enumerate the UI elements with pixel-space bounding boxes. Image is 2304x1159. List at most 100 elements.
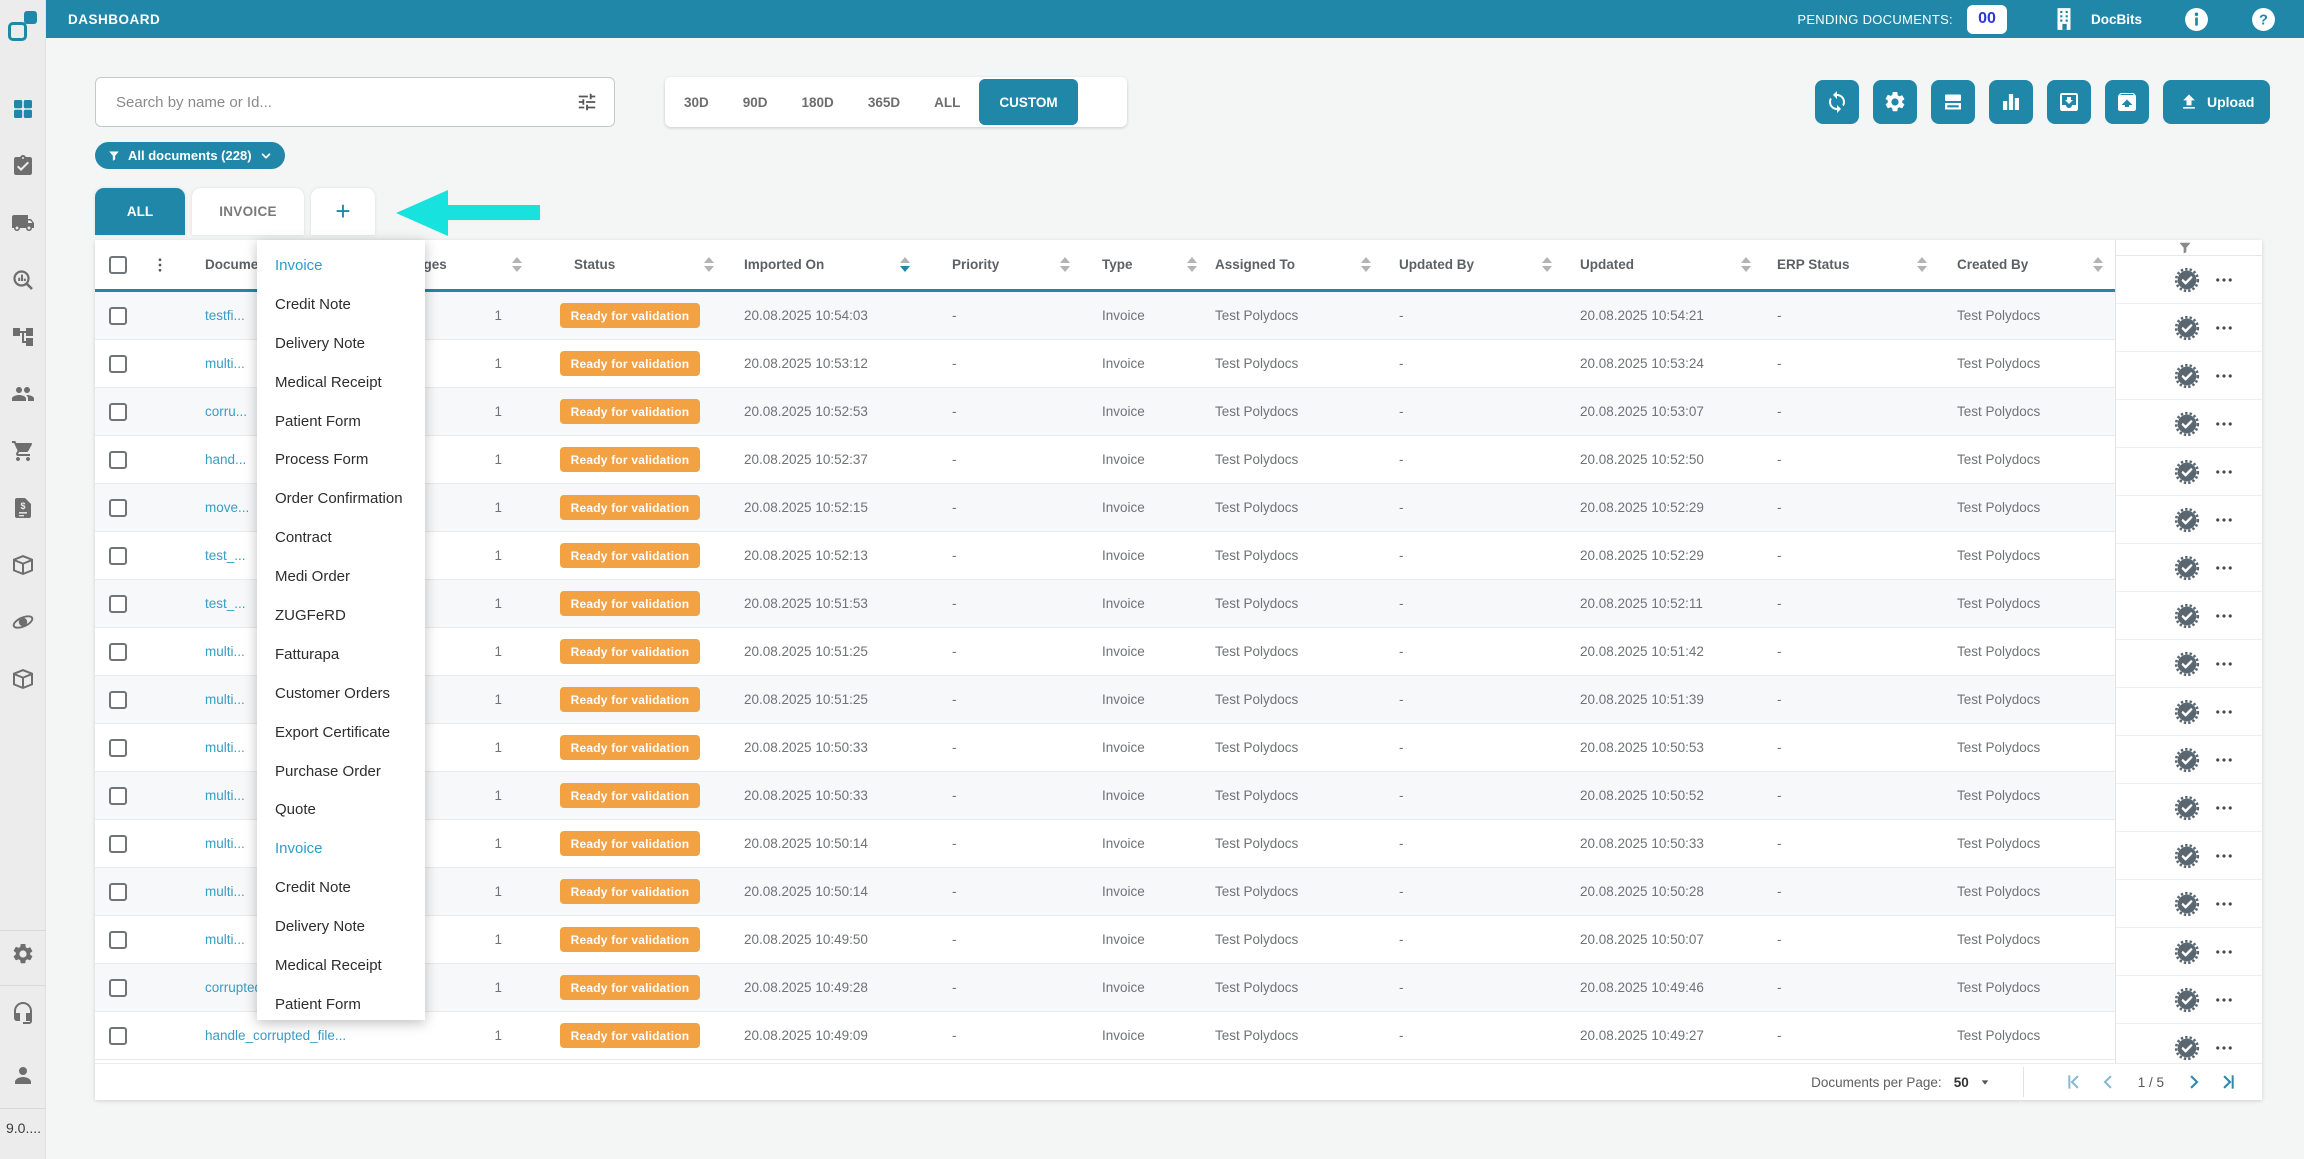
ellipsis-h-icon[interactable] bbox=[2214, 318, 2234, 338]
toolbar-action-button[interactable] bbox=[1815, 80, 1859, 124]
info-icon[interactable] bbox=[2184, 7, 2209, 32]
row-checkbox[interactable] bbox=[109, 738, 127, 757]
sidebar-item[interactable] bbox=[11, 365, 35, 422]
date-filter-button[interactable]: 365D bbox=[851, 77, 917, 127]
document-link[interactable]: hand... bbox=[205, 452, 247, 467]
ellipsis-h-icon[interactable] bbox=[2214, 702, 2234, 722]
badge-check-icon[interactable] bbox=[2174, 411, 2200, 437]
per-page-select[interactable]: 50 bbox=[1953, 1074, 1969, 1090]
funnel-icon[interactable] bbox=[2178, 241, 2192, 255]
menu-item[interactable]: Process Form bbox=[275, 451, 369, 469]
sidebar-item[interactable] bbox=[11, 308, 35, 365]
badge-check-icon[interactable] bbox=[2174, 363, 2200, 389]
menu-item[interactable]: Invoice bbox=[275, 840, 323, 858]
documents-filter-pill[interactable]: All documents (228) bbox=[95, 142, 285, 169]
row-checkbox[interactable] bbox=[109, 642, 127, 661]
document-link[interactable]: multi... bbox=[205, 644, 245, 659]
badge-check-icon[interactable] bbox=[2174, 651, 2200, 677]
column-header-erp-status[interactable]: ERP Status bbox=[1763, 240, 1939, 289]
select-all-checkbox[interactable] bbox=[109, 255, 127, 274]
sidebar-item-settings[interactable] bbox=[11, 942, 35, 971]
toolbar-action-button[interactable] bbox=[2047, 80, 2091, 124]
sidebar-item[interactable] bbox=[11, 422, 35, 479]
column-header-assigned-to[interactable]: Assigned To bbox=[1209, 240, 1383, 289]
page-prev-icon[interactable] bbox=[2098, 1072, 2118, 1092]
menu-item[interactable]: Purchase Order bbox=[275, 762, 381, 780]
sort-arrows[interactable] bbox=[900, 257, 910, 272]
date-filter-button[interactable]: 180D bbox=[785, 77, 851, 127]
toolbar-action-button[interactable] bbox=[1989, 80, 2033, 124]
badge-check-icon[interactable] bbox=[2174, 555, 2200, 581]
column-header-updated-by[interactable]: Updated By bbox=[1383, 240, 1564, 289]
document-link[interactable]: multi... bbox=[205, 836, 245, 851]
tune-icon[interactable] bbox=[576, 91, 598, 113]
document-link[interactable]: corru... bbox=[205, 404, 248, 419]
menu-item[interactable]: Customer Orders bbox=[275, 684, 391, 702]
column-header-created-by[interactable]: Created By bbox=[1939, 240, 2115, 289]
help-icon[interactable]: ? bbox=[2251, 7, 2276, 32]
kebab-icon[interactable] bbox=[151, 256, 169, 274]
menu-item[interactable]: Delivery Note bbox=[275, 918, 366, 936]
sort-arrows[interactable] bbox=[2093, 257, 2103, 272]
document-link[interactable]: multi... bbox=[205, 740, 245, 755]
sidebar-item[interactable] bbox=[11, 137, 35, 194]
ellipsis-h-icon[interactable] bbox=[2214, 990, 2234, 1010]
sidebar-item-support[interactable] bbox=[11, 1001, 35, 1030]
badge-check-icon[interactable] bbox=[2174, 891, 2200, 917]
ellipsis-h-icon[interactable] bbox=[2214, 894, 2234, 914]
ellipsis-h-icon[interactable] bbox=[2214, 846, 2234, 866]
sort-arrows[interactable] bbox=[704, 257, 714, 272]
row-checkbox[interactable] bbox=[109, 402, 127, 421]
badge-check-icon[interactable] bbox=[2174, 507, 2200, 533]
badge-check-icon[interactable] bbox=[2174, 699, 2200, 725]
ellipsis-h-icon[interactable] bbox=[2214, 654, 2234, 674]
menu-item[interactable]: Credit Note bbox=[275, 295, 351, 313]
date-filter-button[interactable]: CUSTOM bbox=[979, 79, 1078, 125]
menu-item[interactable]: Patient Form bbox=[275, 412, 361, 430]
badge-check-icon[interactable] bbox=[2174, 267, 2200, 293]
document-link[interactable]: testfi... bbox=[205, 308, 245, 323]
menu-item[interactable]: Credit Note bbox=[275, 879, 351, 897]
sidebar-item[interactable]: $ bbox=[11, 479, 35, 536]
date-filter-button[interactable]: 90D bbox=[726, 77, 785, 127]
toolbar-action-button[interactable] bbox=[2105, 80, 2149, 124]
badge-check-icon[interactable] bbox=[2174, 939, 2200, 965]
badge-check-icon[interactable] bbox=[2174, 843, 2200, 869]
badge-check-icon[interactable] bbox=[2174, 315, 2200, 341]
ellipsis-h-icon[interactable] bbox=[2214, 1038, 2234, 1058]
badge-check-icon[interactable] bbox=[2174, 747, 2200, 773]
sidebar-item[interactable] bbox=[11, 194, 35, 251]
toolbar-action-button[interactable] bbox=[1931, 80, 1975, 124]
row-checkbox[interactable] bbox=[109, 1026, 127, 1045]
row-checkbox[interactable] bbox=[109, 354, 127, 373]
column-header-type[interactable]: Type bbox=[1082, 240, 1209, 289]
sidebar-item[interactable] bbox=[11, 650, 35, 707]
sidebar-item-profile[interactable] bbox=[11, 1063, 35, 1092]
ellipsis-h-icon[interactable] bbox=[2214, 414, 2234, 434]
document-link[interactable]: multi... bbox=[205, 356, 245, 371]
sort-arrows[interactable] bbox=[1361, 257, 1371, 272]
ellipsis-h-icon[interactable] bbox=[2214, 366, 2234, 386]
tab-all[interactable]: ALL bbox=[95, 188, 185, 235]
sidebar-item[interactable] bbox=[11, 536, 35, 593]
search-input[interactable] bbox=[116, 93, 560, 111]
date-filter-button[interactable]: 30D bbox=[667, 77, 726, 127]
badge-check-icon[interactable] bbox=[2174, 459, 2200, 485]
caret-down-icon[interactable] bbox=[1977, 1074, 1993, 1090]
ellipsis-h-icon[interactable] bbox=[2214, 558, 2234, 578]
row-checkbox[interactable] bbox=[109, 834, 127, 853]
menu-item[interactable]: ZUGFeRD bbox=[275, 606, 346, 624]
row-checkbox[interactable] bbox=[109, 690, 127, 709]
ellipsis-h-icon[interactable] bbox=[2214, 270, 2234, 290]
ellipsis-h-icon[interactable] bbox=[2214, 510, 2234, 530]
date-filter-button[interactable]: ALL bbox=[917, 77, 977, 127]
sort-arrows[interactable] bbox=[1741, 257, 1751, 272]
ellipsis-h-icon[interactable] bbox=[2214, 750, 2234, 770]
menu-item[interactable]: Invoice bbox=[275, 256, 323, 274]
menu-item[interactable]: Medi Order bbox=[275, 568, 351, 586]
row-checkbox[interactable] bbox=[109, 882, 127, 901]
document-link[interactable]: handle_corrupted_file... bbox=[205, 1028, 347, 1043]
sort-arrows[interactable] bbox=[1542, 257, 1552, 272]
menu-item[interactable]: Medical Receipt bbox=[275, 373, 382, 391]
badge-check-icon[interactable] bbox=[2174, 1035, 2200, 1061]
